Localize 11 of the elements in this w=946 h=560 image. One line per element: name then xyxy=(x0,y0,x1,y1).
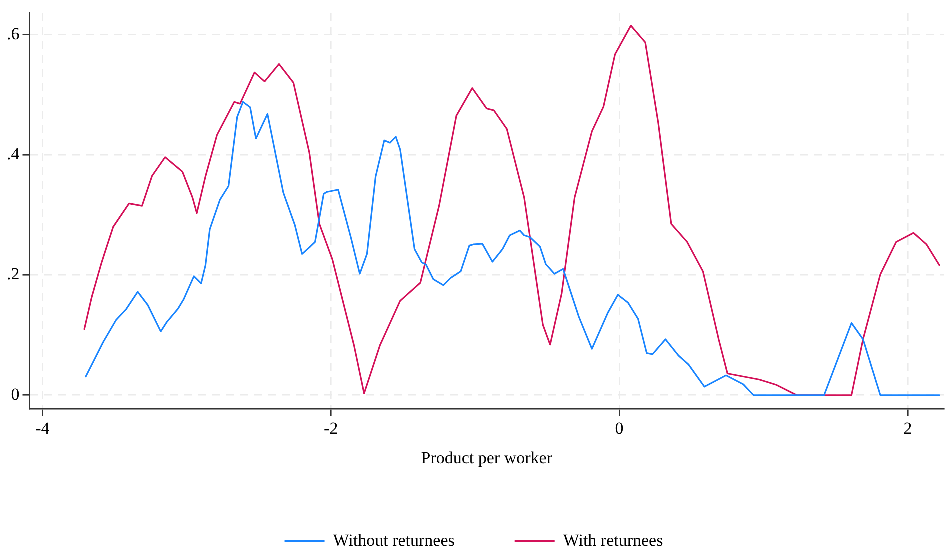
y-tick-label: .2 xyxy=(7,264,20,284)
y-tick-label: .4 xyxy=(7,144,20,164)
y-tick-label: .6 xyxy=(7,24,20,44)
x-axis-title: Product per worker xyxy=(421,448,553,468)
x-tick-label: 0 xyxy=(615,418,624,438)
y-tick-label: 0 xyxy=(11,384,20,404)
x-tick-label: -4 xyxy=(36,418,50,438)
x-tick-label: 2 xyxy=(904,418,912,438)
legend-label: Without returnees xyxy=(333,530,455,550)
x-tick-label: -2 xyxy=(324,418,338,438)
legend-label: With returnees xyxy=(563,530,664,550)
